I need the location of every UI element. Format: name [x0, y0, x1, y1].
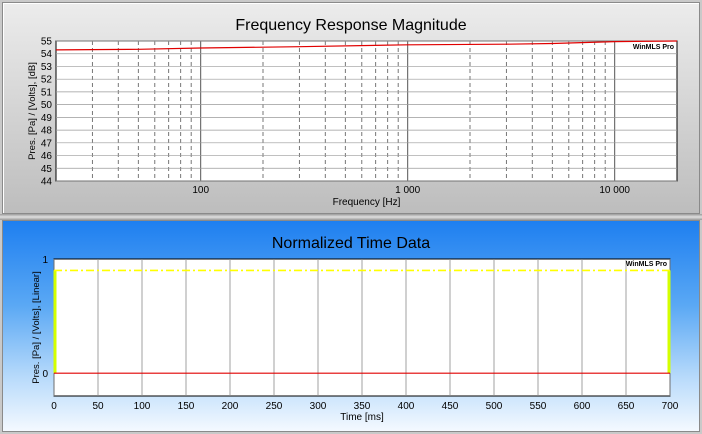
x-tick-label: 650 — [618, 401, 635, 412]
x-tick-label: 550 — [530, 401, 547, 412]
time-data-chart: 0 50 100 150 200 250 300 350 400 450 500 550 600 650 7… — [31, 255, 679, 423]
y-axis-label: Pres. [Pa] / [Volts], [dB] — [27, 62, 38, 160]
y-tick-label: 0 — [42, 369, 48, 380]
x-axis-label: Time [ms] — [340, 412, 384, 423]
y-tick-label: 53 — [41, 62, 53, 73]
panel-splitter[interactable] — [0, 214, 702, 220]
y-tick-label: 1 — [42, 255, 48, 266]
y-tick-label: 50 — [41, 100, 53, 111]
y-tick-label: 47 — [41, 138, 53, 149]
x-tick-label: 100 — [192, 185, 209, 196]
plot-area — [55, 40, 678, 182]
x-tick-label: 400 — [398, 401, 415, 412]
y-tick-label: 54 — [41, 49, 53, 60]
y-tick-label: 55 — [41, 37, 53, 48]
x-tick-label: 0 — [51, 401, 57, 412]
x-tick-label: 350 — [354, 401, 371, 412]
y-axis-label: Pres. [Pa] / [Volts], [Linear] — [31, 271, 42, 383]
x-tick-label: 200 — [222, 401, 239, 412]
x-tick-label: 250 — [266, 401, 283, 412]
x-tick-label: 300 — [310, 401, 327, 412]
y-tick-label: 46 — [41, 151, 53, 162]
x-tick-label: 700 — [662, 401, 679, 412]
x-tick-label: 500 — [486, 401, 503, 412]
chart-title: Normalized Time Data — [271, 235, 431, 252]
y-tick-label: 44 — [41, 177, 53, 188]
x-axis-label: Frequency [Hz] — [333, 197, 401, 208]
watermark-label: WinMLS Pro — [626, 261, 667, 268]
watermark-label: WinMLS Pro — [633, 44, 674, 51]
x-tick-label: 150 — [178, 401, 195, 412]
time-data-panel: Normalized Time Data 0 50 100 150 200 250 300 3… — [2, 220, 700, 432]
x-tick-label: 450 — [442, 401, 459, 412]
y-tick-label: 52 — [41, 75, 53, 86]
x-tick-label: 50 — [92, 401, 104, 412]
y-tick-label: 48 — [41, 126, 53, 137]
series-line — [55, 40, 678, 51]
x-tick-label: 10 000 — [599, 185, 630, 196]
y-tick-label: 49 — [41, 113, 53, 124]
x-tick-label: 1 000 — [395, 185, 420, 196]
chart-title: Frequency Response Magnitude — [235, 17, 467, 34]
x-tick-label: 600 — [574, 401, 591, 412]
y-tick-label: 45 — [41, 164, 53, 175]
frequency-response-panel: Frequency Response Magnitude 44 45 46 47 48 4… — [2, 2, 700, 214]
y-tick-label: 51 — [41, 87, 53, 98]
x-tick-label: 100 — [134, 401, 151, 412]
